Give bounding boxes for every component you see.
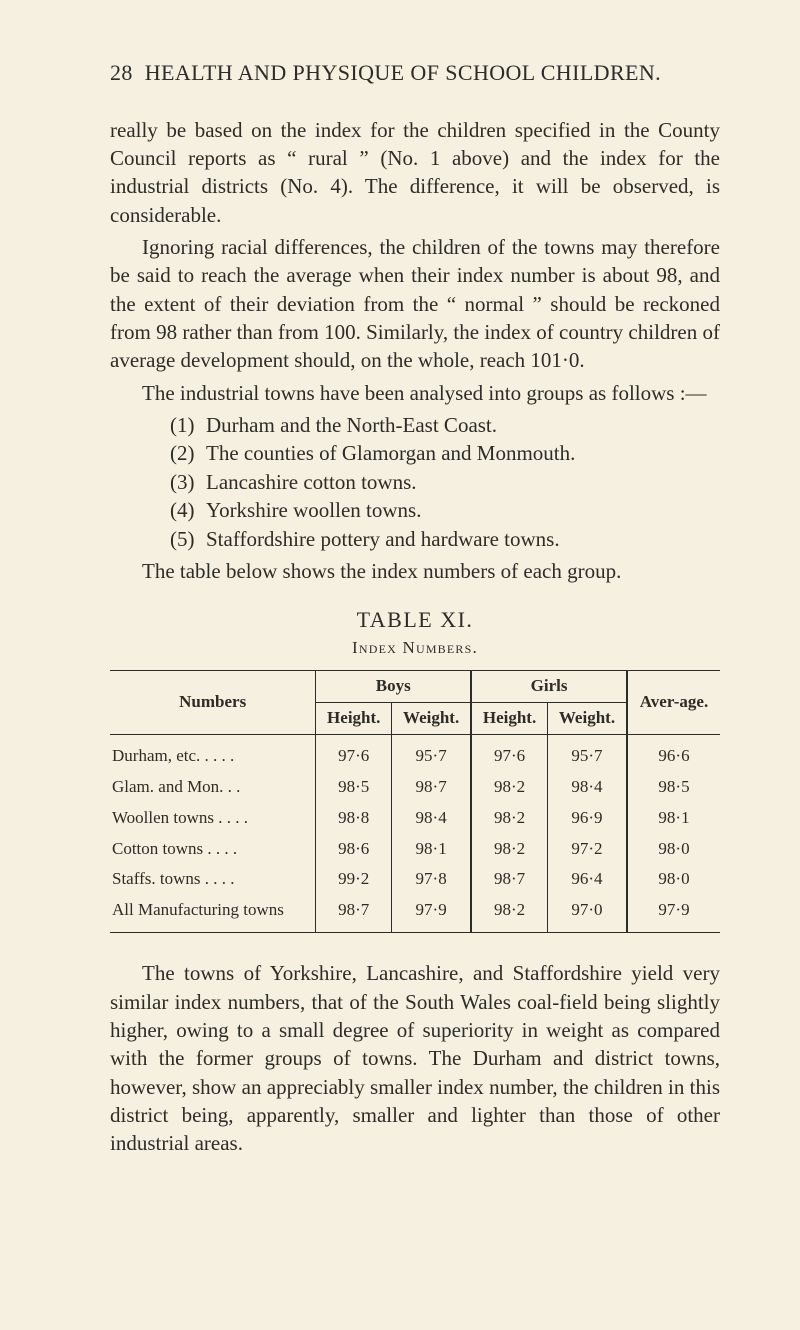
cell: 99·2: [316, 864, 392, 895]
cell: 95·7: [392, 734, 472, 771]
col-boys-height: Height.: [316, 702, 392, 734]
cell: 98·6: [316, 834, 392, 865]
cell: 97·2: [547, 834, 627, 865]
paragraph-2: Ignoring racial differences, the childre…: [110, 233, 720, 375]
cell: 98·5: [316, 772, 392, 803]
cell: 97·9: [627, 895, 720, 932]
paragraph-1: really be based on the index for the chi…: [110, 116, 720, 229]
list-item: (4) Yorkshire woollen towns.: [170, 496, 720, 524]
list-item-text: Durham and the North-East Coast.: [206, 411, 497, 439]
list-item-text: Lancashire cotton towns.: [206, 468, 417, 496]
table-row: Woollen towns . . . . 98·8 98·4 98·2 96·…: [110, 803, 720, 834]
cell: 98·7: [316, 895, 392, 932]
page: 28 HEALTH AND PHYSIQUE OF SCHOOL CHILDRE…: [0, 0, 800, 1330]
cell: 98·0: [627, 864, 720, 895]
list-item-text: Yorkshire woollen towns.: [206, 496, 421, 524]
cell: 98·2: [471, 834, 547, 865]
list-item-number: (5): [170, 525, 206, 553]
cell: 98·0: [627, 834, 720, 865]
cell: 98·2: [471, 803, 547, 834]
running-header: 28 HEALTH AND PHYSIQUE OF SCHOOL CHILDRE…: [110, 58, 720, 88]
list-item: (1) Durham and the North-East Coast.: [170, 411, 720, 439]
row-label: Staffs. towns . . . .: [110, 864, 316, 895]
cell: 97·6: [471, 734, 547, 771]
table-row: Cotton towns . . . . 98·6 98·1 98·2 97·2…: [110, 834, 720, 865]
col-girls-height: Height.: [471, 702, 547, 734]
paragraph-3: The industrial towns have been analysed …: [110, 379, 720, 407]
list-item-number: (2): [170, 439, 206, 467]
cell: 98·1: [392, 834, 472, 865]
list-item: (2) The counties of Glamorgan and Monmou…: [170, 439, 720, 467]
cell: 98·8: [316, 803, 392, 834]
cell: 98·5: [627, 772, 720, 803]
list-item-number: (4): [170, 496, 206, 524]
index-numbers-table: Numbers Boys Girls Aver-age. Height. Wei…: [110, 670, 720, 934]
running-title: HEALTH AND PHYSIQUE OF SCHOOL CHILDREN.: [145, 60, 661, 85]
cell: 98·2: [471, 895, 547, 932]
table-row: All Manufacturing towns 98·7 97·9 98·2 9…: [110, 895, 720, 932]
row-label: Glam. and Mon. . .: [110, 772, 316, 803]
table-row: Glam. and Mon. . . 98·5 98·7 98·2 98·4 9…: [110, 772, 720, 803]
page-number: 28: [110, 58, 133, 88]
paragraph-4: The table below shows the index numbers …: [110, 557, 720, 585]
row-label: Woollen towns . . . .: [110, 803, 316, 834]
cell: 96·6: [627, 734, 720, 771]
row-label: All Manufacturing towns: [110, 895, 316, 932]
col-girls: Girls: [471, 670, 627, 702]
cell: 98·2: [471, 772, 547, 803]
col-boys: Boys: [316, 670, 471, 702]
cell: 98·4: [547, 772, 627, 803]
cell: 98·1: [627, 803, 720, 834]
cell: 97·8: [392, 864, 472, 895]
col-numbers: Numbers: [110, 670, 316, 734]
cell: 95·7: [547, 734, 627, 771]
list-item: (3) Lancashire cotton towns.: [170, 468, 720, 496]
col-average: Aver-age.: [627, 670, 720, 734]
list-item-number: (3): [170, 468, 206, 496]
table-row: Durham, etc. . . . . 97·6 95·7 97·6 95·7…: [110, 734, 720, 771]
row-label: Cotton towns . . . .: [110, 834, 316, 865]
col-girls-weight: Weight.: [547, 702, 627, 734]
cell: 96·4: [547, 864, 627, 895]
paragraph-5: The towns of Yorkshire, Lancashire, and …: [110, 959, 720, 1157]
cell: 98·7: [471, 864, 547, 895]
table-title: TABLE XI.: [110, 605, 720, 635]
list-item-text: Staffordshire pottery and hardware towns…: [206, 525, 560, 553]
list-item: (5) Staffordshire pottery and hardware t…: [170, 525, 720, 553]
table-subtitle: Index Numbers.: [110, 637, 720, 660]
list-item-text: The counties of Glamorgan and Monmouth.: [206, 439, 575, 467]
cell: 98·7: [392, 772, 472, 803]
cell: 97·6: [316, 734, 392, 771]
table-body: Durham, etc. . . . . 97·6 95·7 97·6 95·7…: [110, 734, 720, 933]
col-boys-weight: Weight.: [392, 702, 472, 734]
cell: 96·9: [547, 803, 627, 834]
cell: 97·0: [547, 895, 627, 932]
table-row: Staffs. towns . . . . 99·2 97·8 98·7 96·…: [110, 864, 720, 895]
cell: 97·9: [392, 895, 472, 932]
row-label: Durham, etc. . . . .: [110, 734, 316, 771]
enumerated-list: (1) Durham and the North-East Coast. (2)…: [170, 411, 720, 553]
cell: 98·4: [392, 803, 472, 834]
list-item-number: (1): [170, 411, 206, 439]
